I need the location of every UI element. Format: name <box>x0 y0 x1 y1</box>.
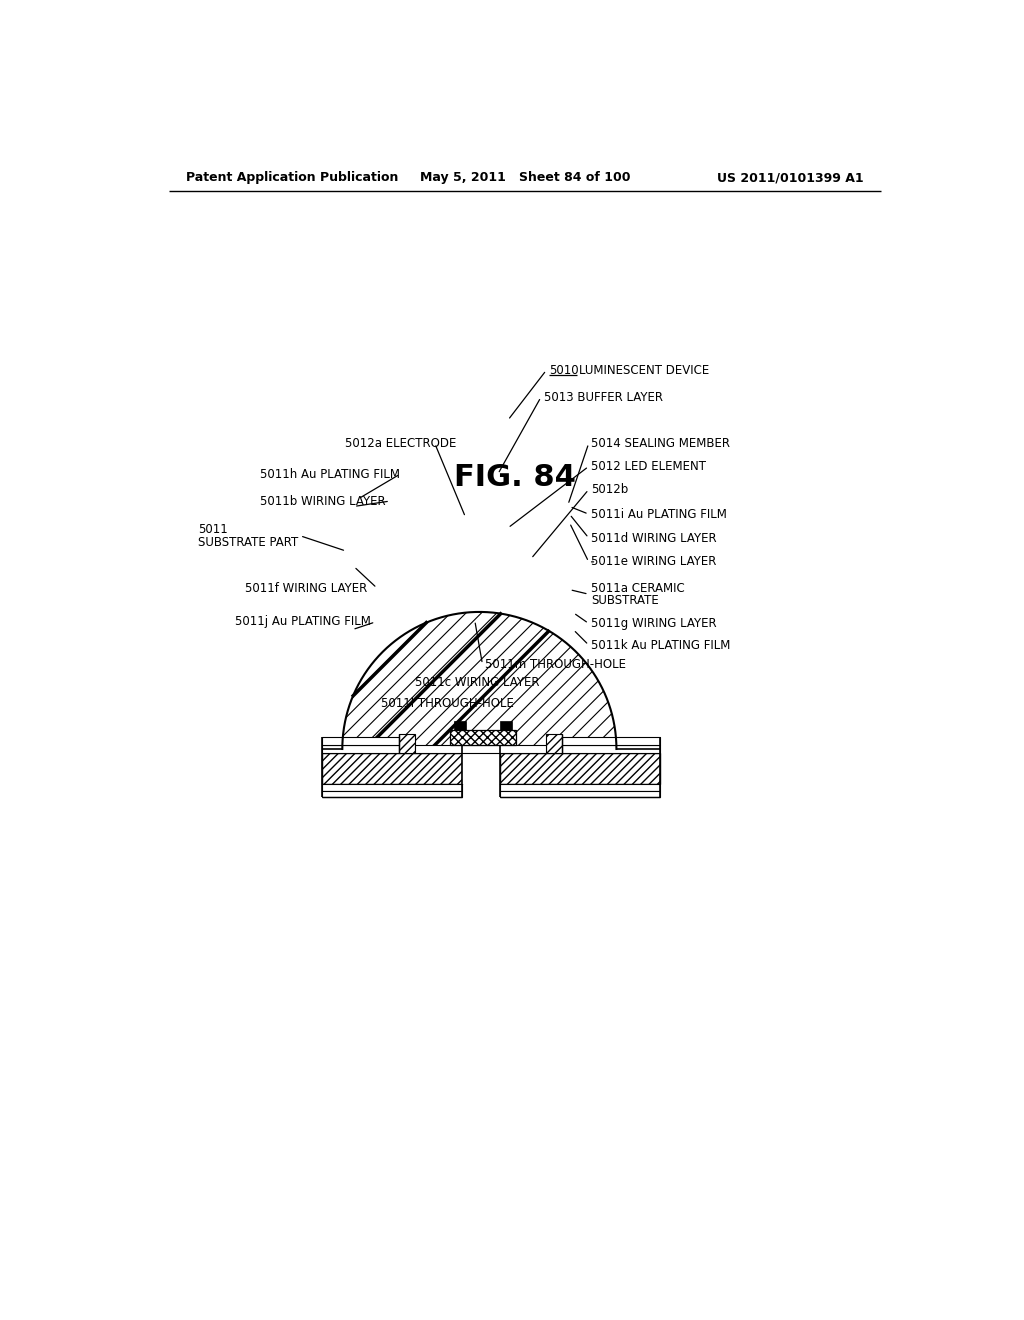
Text: SUBSTRATE: SUBSTRATE <box>591 594 658 607</box>
Bar <box>500 792 660 797</box>
Bar <box>500 721 512 730</box>
Text: 5012b: 5012b <box>591 483 629 496</box>
Bar <box>562 744 660 752</box>
Text: 5011l THROUGH-HOLE: 5011l THROUGH-HOLE <box>381 697 514 710</box>
Text: 5011g WIRING LAYER: 5011g WIRING LAYER <box>591 616 717 630</box>
Text: 5011b WIRING LAYER: 5011b WIRING LAYER <box>260 495 386 508</box>
Bar <box>562 738 660 744</box>
Bar <box>462 752 500 784</box>
Bar <box>322 792 462 797</box>
Text: 5012a ELECTRODE: 5012a ELECTRODE <box>345 437 456 450</box>
Text: LUMINESCENT DEVICE: LUMINESCENT DEVICE <box>580 363 710 376</box>
Bar <box>500 784 660 792</box>
Bar <box>322 744 398 752</box>
Text: 5011a CERAMIC: 5011a CERAMIC <box>591 582 685 594</box>
Bar <box>547 734 562 752</box>
Bar <box>322 752 462 784</box>
Bar <box>454 721 466 730</box>
Bar <box>416 744 547 752</box>
Text: 5010: 5010 <box>549 363 579 376</box>
Bar <box>322 738 398 744</box>
Bar <box>500 752 660 784</box>
Text: 5011k Au PLATING FILM: 5011k Au PLATING FILM <box>591 639 730 652</box>
Text: 5011c WIRING LAYER: 5011c WIRING LAYER <box>416 676 540 689</box>
Text: US 2011/0101399 A1: US 2011/0101399 A1 <box>717 172 863 185</box>
Text: FIG. 84: FIG. 84 <box>454 463 575 492</box>
Text: 5011h Au PLATING FILM: 5011h Au PLATING FILM <box>260 467 400 480</box>
Text: 5013 BUFFER LAYER: 5013 BUFFER LAYER <box>544 391 664 404</box>
Text: 5011m THROUGH-HOLE: 5011m THROUGH-HOLE <box>484 657 626 671</box>
Text: 5011e WIRING LAYER: 5011e WIRING LAYER <box>591 556 717 569</box>
Text: May 5, 2011   Sheet 84 of 100: May 5, 2011 Sheet 84 of 100 <box>420 172 630 185</box>
Text: 5011f WIRING LAYER: 5011f WIRING LAYER <box>245 582 367 594</box>
Text: SUBSTRATE PART: SUBSTRATE PART <box>199 536 299 549</box>
Text: 5011d WIRING LAYER: 5011d WIRING LAYER <box>591 532 717 545</box>
Text: 5011j Au PLATING FILM: 5011j Au PLATING FILM <box>234 615 371 628</box>
Bar <box>451 730 515 744</box>
Polygon shape <box>342 612 616 748</box>
Text: 5011: 5011 <box>199 523 228 536</box>
Text: 5014 SEALING MEMBER: 5014 SEALING MEMBER <box>591 437 730 450</box>
Bar <box>322 784 462 792</box>
Text: Patent Application Publication: Patent Application Publication <box>186 172 398 185</box>
Text: 5012 LED ELEMENT: 5012 LED ELEMENT <box>591 459 706 473</box>
Bar <box>398 734 416 752</box>
Text: 5011i Au PLATING FILM: 5011i Au PLATING FILM <box>591 508 727 520</box>
